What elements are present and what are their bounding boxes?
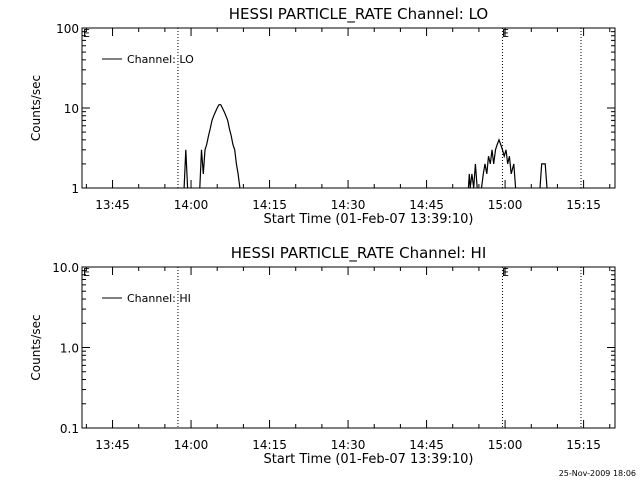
x-tick-label: 14:30 <box>331 198 366 212</box>
timestamp-stamp: 25-Nov-2009 18:06 <box>559 469 636 478</box>
series-line-segment <box>183 149 189 189</box>
vertical-marker-label: E <box>502 266 509 279</box>
x-tick-label: 15:00 <box>488 198 523 212</box>
start-marker-label: E <box>83 27 90 40</box>
legend-entry: Channel: HI <box>127 292 191 305</box>
x-tick-label: 13:45 <box>95 438 130 452</box>
series-line-segment <box>480 138 517 189</box>
x-tick-label: 14:00 <box>174 438 209 452</box>
x-tick-label: 15:15 <box>566 198 601 212</box>
start-marker-label: E <box>83 266 90 279</box>
y-tick-label: 1 <box>71 182 79 196</box>
y-axis-label: Counts/sec <box>29 75 43 141</box>
y-axis-label: Counts/sec <box>29 314 43 380</box>
x-tick-label: 14:45 <box>409 198 444 212</box>
series-line-segment <box>539 163 548 189</box>
x-tick-label: 14:00 <box>174 198 209 212</box>
y-tick-label: 10.0 <box>52 261 79 275</box>
axes-frame <box>81 27 616 189</box>
x-axis-label: Start Time (01-Feb-07 13:39:10) <box>264 212 474 227</box>
x-axis-label: Start Time (01-Feb-07 13:39:10) <box>264 452 474 467</box>
x-tick-label: 14:15 <box>252 198 287 212</box>
series-line-segment <box>199 104 241 189</box>
y-tick-label: 100 <box>56 22 79 36</box>
y-tick-label: 10 <box>64 102 79 116</box>
x-tick-label: 14:15 <box>252 438 287 452</box>
legend-entry: Channel: LO <box>127 53 194 66</box>
x-tick-label: 15:15 <box>566 438 601 452</box>
y-tick-label: 0.1 <box>60 422 79 436</box>
x-tick-label: 14:45 <box>409 438 444 452</box>
x-tick-label: 14:30 <box>331 438 366 452</box>
vertical-marker-label: E <box>502 27 509 40</box>
panel-channel-lo: HESSI PARTICLE_RATE Channel: LO Start Tim… <box>29 5 616 227</box>
chart-title: HESSI PARTICLE_RATE Channel: LO <box>229 5 488 24</box>
series-line-segment <box>467 163 478 189</box>
y-tick-label: 1.0 <box>60 342 79 356</box>
panel-channel-hi: HESSI PARTICLE_RATE Channel: HI Start Tim… <box>29 244 616 467</box>
x-tick-label: 13:45 <box>95 198 130 212</box>
chart-title: HESSI PARTICLE_RATE Channel: HI <box>231 244 487 263</box>
x-tick-label: 15:00 <box>488 438 523 452</box>
